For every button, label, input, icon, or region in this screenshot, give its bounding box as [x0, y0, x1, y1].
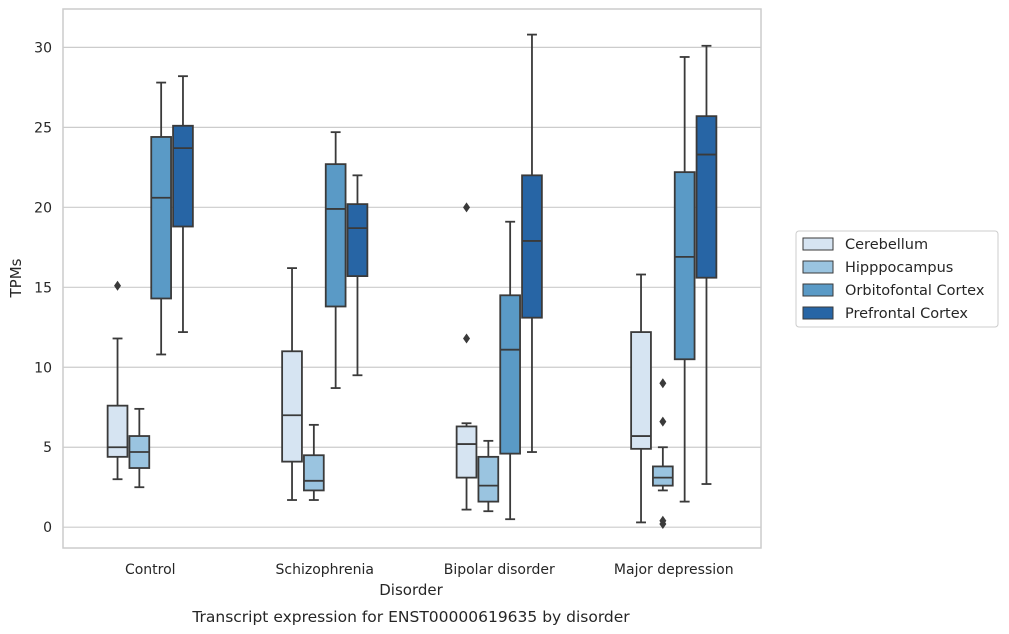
x-tick-label: Control — [125, 562, 176, 578]
legend-swatch — [802, 306, 834, 320]
legend-swatch — [802, 237, 834, 251]
x-tick-label: Bipolar disorder — [444, 562, 555, 578]
y-axis-label: TPMs — [7, 258, 25, 298]
box — [521, 174, 543, 319]
legend-label: Orbitofontal Cortex — [845, 283, 985, 299]
chart-caption: Transcript expression for ENST0000061963… — [191, 608, 630, 626]
box — [106, 404, 129, 458]
legend: Cerebellum Hipppocampus Orbitofontal Corte… — [795, 230, 999, 328]
legend-label: Prefrontal Cortex — [845, 306, 968, 322]
x-tick-label: Schizophrenia — [276, 562, 374, 578]
box — [477, 455, 500, 503]
box — [455, 425, 478, 479]
box — [499, 294, 521, 455]
outlier-point — [659, 515, 667, 526]
x-axis-label: Disorder — [379, 581, 443, 599]
x-tick-label: Major depression — [614, 562, 734, 578]
box — [630, 331, 652, 450]
box — [281, 350, 303, 463]
legend-swatch — [802, 283, 834, 297]
y-tick-label: 15 — [34, 280, 52, 296]
box — [303, 454, 325, 492]
y-tick-label: 0 — [43, 520, 52, 536]
box — [172, 124, 194, 228]
y-tick-label: 5 — [43, 440, 52, 456]
legend-swatch — [802, 260, 834, 274]
box — [652, 465, 674, 487]
outlier-point — [463, 333, 471, 344]
y-tick-label: 20 — [34, 200, 52, 216]
y-tick-labels: 0 5 10 15 20 25 30 — [34, 40, 52, 536]
box — [150, 136, 172, 300]
box — [346, 203, 369, 278]
outlier-point — [463, 202, 471, 213]
box — [673, 171, 696, 361]
y-tick-label: 30 — [34, 40, 52, 56]
x-tick-labels: Control Schizophrenia Bipolar disorder Majo… — [125, 562, 734, 578]
box — [695, 115, 718, 279]
y-tick-label: 25 — [34, 120, 52, 136]
legend-label: Hipppocampus — [845, 260, 953, 276]
legend-label: Cerebellum — [845, 237, 928, 253]
legend-frame — [795, 230, 999, 328]
plot-area — [62, 8, 762, 549]
boxes-layer — [106, 33, 718, 530]
outlier-point — [659, 416, 667, 427]
y-tick-label: 10 — [34, 360, 52, 376]
outlier-point — [659, 378, 667, 389]
box — [324, 163, 347, 308]
outlier-point — [114, 280, 122, 291]
